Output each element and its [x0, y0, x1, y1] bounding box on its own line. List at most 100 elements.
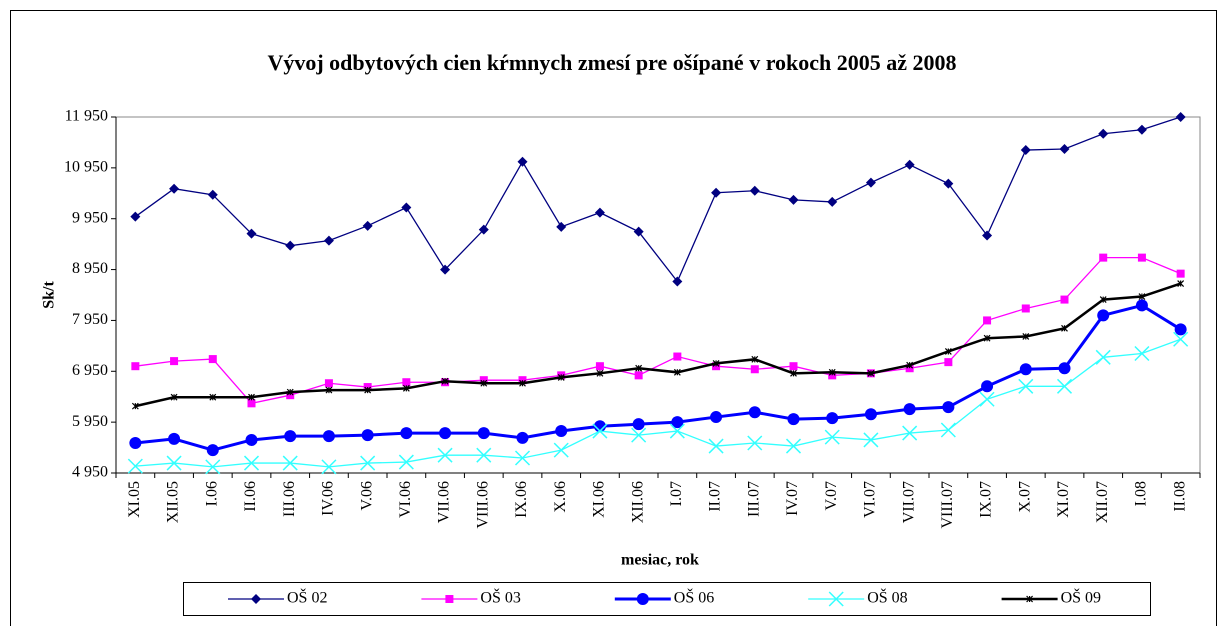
- marker: [166, 455, 182, 471]
- marker: [516, 431, 529, 444]
- marker: [944, 348, 952, 355]
- y-tick-label: 8 950: [72, 260, 108, 277]
- legend-label: OŠ 09: [1061, 588, 1101, 607]
- marker: [477, 427, 490, 440]
- marker: [789, 362, 798, 371]
- marker: [1176, 269, 1185, 278]
- marker: [1177, 280, 1185, 287]
- x-tick-label: VII.06: [436, 481, 453, 523]
- x-tick-label: I.06: [203, 481, 220, 506]
- marker: [596, 369, 604, 377]
- x-tick-label: V.06: [358, 481, 375, 511]
- marker: [169, 183, 180, 194]
- marker: [635, 364, 643, 372]
- marker: [1021, 304, 1030, 313]
- marker: [1058, 362, 1071, 375]
- marker: [401, 202, 412, 213]
- y-tick-label: 4 950: [72, 464, 108, 481]
- marker: [905, 364, 914, 373]
- marker: [633, 226, 644, 237]
- x-tick-label: XI.05: [126, 481, 143, 518]
- chart-frame: [10, 10, 1217, 631]
- x-tick-label: II.07: [707, 481, 724, 512]
- marker: [748, 406, 761, 419]
- marker: [983, 316, 992, 325]
- marker: [712, 359, 720, 367]
- marker: [1097, 309, 1110, 322]
- x-tick-label: IV.06: [320, 481, 337, 516]
- y-tick-label: 10 950: [64, 159, 108, 176]
- marker: [127, 458, 143, 474]
- marker: [1018, 378, 1034, 394]
- marker: [209, 393, 217, 401]
- chart-title: Vývoj odbytových cien kŕmnych zmesí pre …: [267, 50, 956, 75]
- marker: [1134, 345, 1150, 362]
- marker: [1026, 595, 1034, 603]
- marker: [708, 438, 724, 454]
- legend-label: OŠ 02: [287, 588, 327, 607]
- marker: [402, 378, 411, 387]
- x-tick-label: I.07: [668, 481, 685, 506]
- marker: [1099, 253, 1108, 262]
- marker: [362, 220, 373, 231]
- marker: [983, 334, 991, 342]
- marker: [360, 455, 376, 471]
- marker: [440, 264, 451, 275]
- x-axis-label: mesiac, rok: [621, 552, 699, 569]
- marker: [556, 221, 567, 232]
- marker: [1099, 296, 1107, 304]
- marker: [828, 368, 836, 376]
- x-tick-label: III.06: [281, 481, 298, 517]
- marker: [519, 379, 526, 387]
- marker: [1135, 299, 1148, 312]
- marker: [439, 427, 452, 440]
- marker: [321, 459, 337, 475]
- marker: [671, 416, 684, 429]
- x-tick-label: VIII.07: [939, 481, 956, 529]
- y-tick-label: 5 950: [72, 413, 108, 430]
- marker: [595, 362, 604, 371]
- marker: [981, 380, 994, 393]
- marker: [322, 430, 335, 443]
- series-line: [135, 282, 1182, 408]
- marker: [634, 371, 643, 380]
- x-tick-label: VI.06: [397, 481, 414, 518]
- marker: [243, 455, 260, 471]
- marker: [824, 429, 840, 445]
- marker: [129, 436, 142, 449]
- x-tick-label: XI.07: [1055, 481, 1072, 518]
- marker: [480, 379, 488, 387]
- legend-label: OŠ 03: [480, 588, 520, 607]
- x-tick-label: XII.07: [1094, 481, 1111, 523]
- marker: [251, 594, 261, 604]
- marker: [286, 388, 294, 396]
- marker: [943, 178, 954, 189]
- marker: [1175, 112, 1186, 122]
- marker: [1060, 295, 1069, 304]
- marker: [942, 401, 955, 414]
- marker: [400, 427, 413, 440]
- marker: [750, 365, 759, 374]
- marker: [593, 420, 606, 433]
- marker: [248, 393, 255, 401]
- marker: [553, 442, 569, 458]
- y-tick-label: 7 950: [72, 311, 108, 328]
- marker: [282, 455, 298, 471]
- marker: [441, 377, 449, 385]
- marker: [246, 228, 257, 239]
- x-tick-label: III.07: [745, 481, 762, 517]
- marker: [672, 276, 683, 287]
- marker: [827, 196, 838, 207]
- marker: [826, 412, 839, 425]
- marker: [864, 408, 877, 421]
- x-tick-label: II.06: [242, 481, 259, 512]
- marker: [324, 379, 333, 388]
- y-tick-label: 11 950: [65, 108, 108, 125]
- series-line: [135, 338, 1181, 468]
- marker: [865, 177, 876, 188]
- marker: [445, 595, 454, 603]
- marker: [940, 422, 956, 438]
- x-tick-label: II.08: [1171, 481, 1188, 512]
- marker: [364, 386, 372, 394]
